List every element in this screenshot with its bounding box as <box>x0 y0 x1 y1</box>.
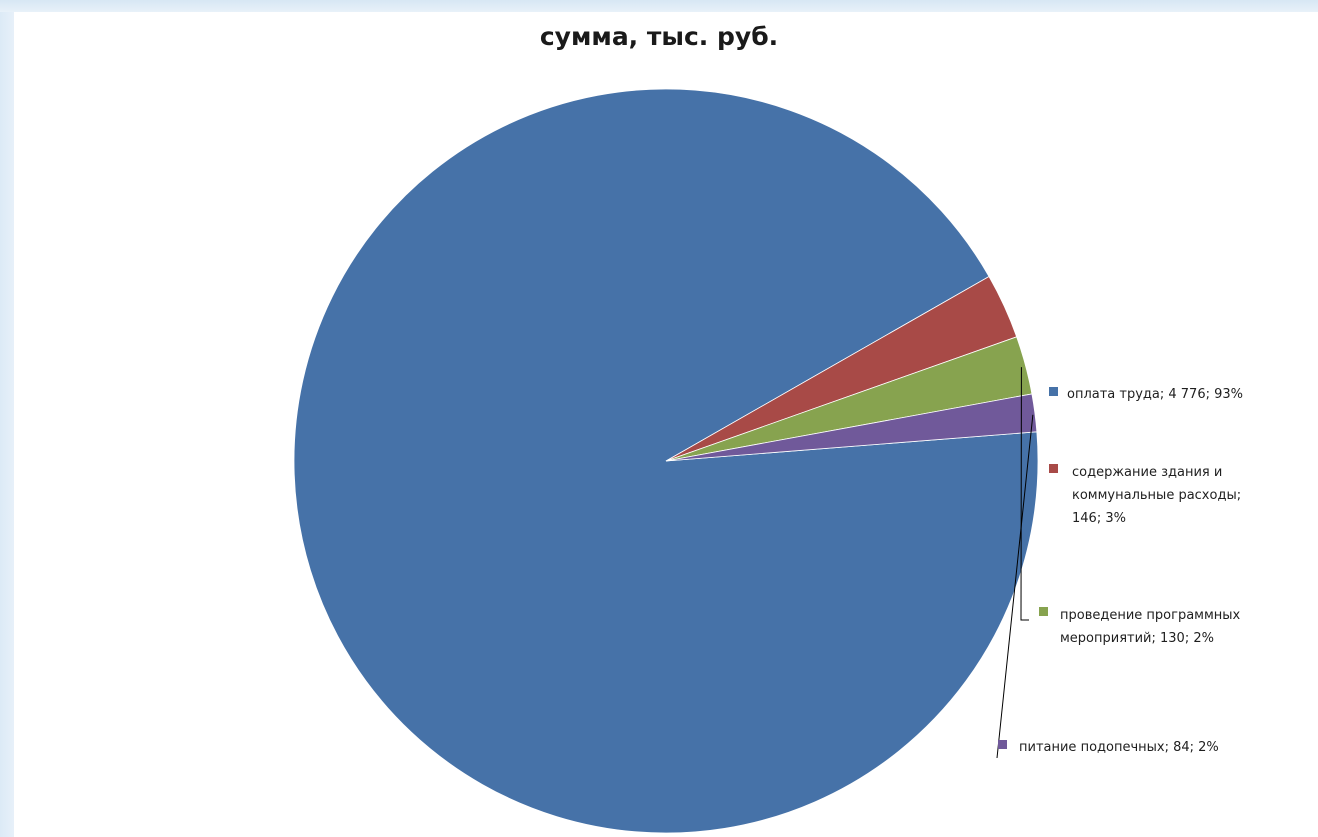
pie-slice-3 <box>665 393 1038 462</box>
data-label-2-line-1: мероприятий; 130; 2% <box>1060 631 1214 646</box>
legend-swatch-3 <box>998 740 1007 749</box>
data-label-3: питание подопечных; 84; 2% <box>1019 740 1219 755</box>
data-label-2: проведение программных мероприятий; 130; … <box>1060 608 1241 646</box>
data-label-1-line-0: содержание здания и <box>1072 465 1222 480</box>
legend-swatch-0 <box>1049 387 1058 396</box>
data-label-0-line-0: оплата труда; 4 776; 93% <box>1067 387 1243 402</box>
data-label-1-line-2: 146; 3% <box>1072 511 1126 526</box>
data-label-0: оплата труда; 4 776; 93% <box>1067 387 1243 402</box>
data-label-2-line-0: проведение программных <box>1060 608 1241 623</box>
legend-swatch-1 <box>1049 464 1058 473</box>
data-label-1-line-1: коммунальные расходы; <box>1072 488 1241 503</box>
leader-line-2 <box>1020 367 1029 621</box>
data-label-3-line-0: питание подопечных; 84; 2% <box>1019 740 1219 755</box>
leader-line-3 <box>996 414 1034 759</box>
chart-title: сумма, тыс. руб. <box>539 22 779 51</box>
slide-top-band <box>0 0 1318 12</box>
data-label-1: содержание здания и коммунальные расходы;… <box>1072 465 1241 526</box>
legend-swatch-2 <box>1039 607 1048 616</box>
